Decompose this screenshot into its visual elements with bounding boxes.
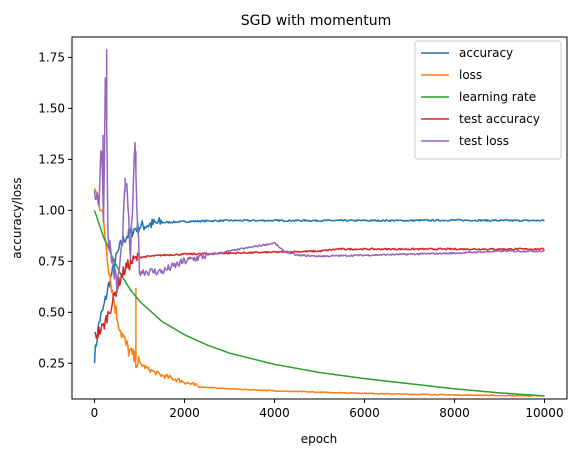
- y-tick-label: 0.25: [38, 356, 65, 370]
- x-tick-label: 8000: [439, 406, 470, 420]
- x-axis: 0 2000 4000 6000 8000 10000: [91, 399, 564, 420]
- x-tick-label: 0: [91, 406, 99, 420]
- legend-label: loss: [459, 68, 482, 82]
- series-line-loss: [93, 188, 545, 397]
- plot-area: [93, 49, 546, 397]
- series-line-accuracy: [93, 216, 545, 364]
- legend-label: test accuracy: [459, 112, 540, 126]
- x-tick-label: 6000: [349, 406, 380, 420]
- plot-frame: [71, 36, 568, 400]
- legend-box: [414, 40, 562, 160]
- series-line-test-accuracy: [93, 247, 545, 340]
- x-tick-label: 10000: [525, 406, 563, 420]
- y-tick-label: 0.75: [38, 254, 65, 268]
- legend-label: learning rate: [459, 90, 536, 104]
- series-line-learning-rate: [93, 210, 545, 397]
- y-tick-label: 1.25: [38, 152, 65, 166]
- y-tick-label: 1.00: [38, 203, 65, 217]
- x-tick-label: 4000: [259, 406, 290, 420]
- series-line-test-loss: [93, 49, 546, 293]
- y-axis: 0.25 0.50 0.75 1.00 1.25 1.50 1.75: [38, 50, 72, 370]
- legend: accuracy loss learning rate test accuracy te…: [414, 40, 562, 160]
- y-axis-label: accuracy/loss: [10, 177, 24, 258]
- y-tick-label: 0.50: [38, 305, 65, 319]
- x-tick-label: 2000: [169, 406, 200, 420]
- y-tick-label: 1.50: [38, 101, 65, 115]
- legend-label: test loss: [459, 134, 509, 148]
- legend-label: accuracy: [459, 46, 513, 60]
- x-axis-label: epoch: [301, 432, 338, 446]
- chart-title: SGD with momentum: [241, 13, 391, 29]
- y-tick-label: 1.75: [38, 50, 65, 64]
